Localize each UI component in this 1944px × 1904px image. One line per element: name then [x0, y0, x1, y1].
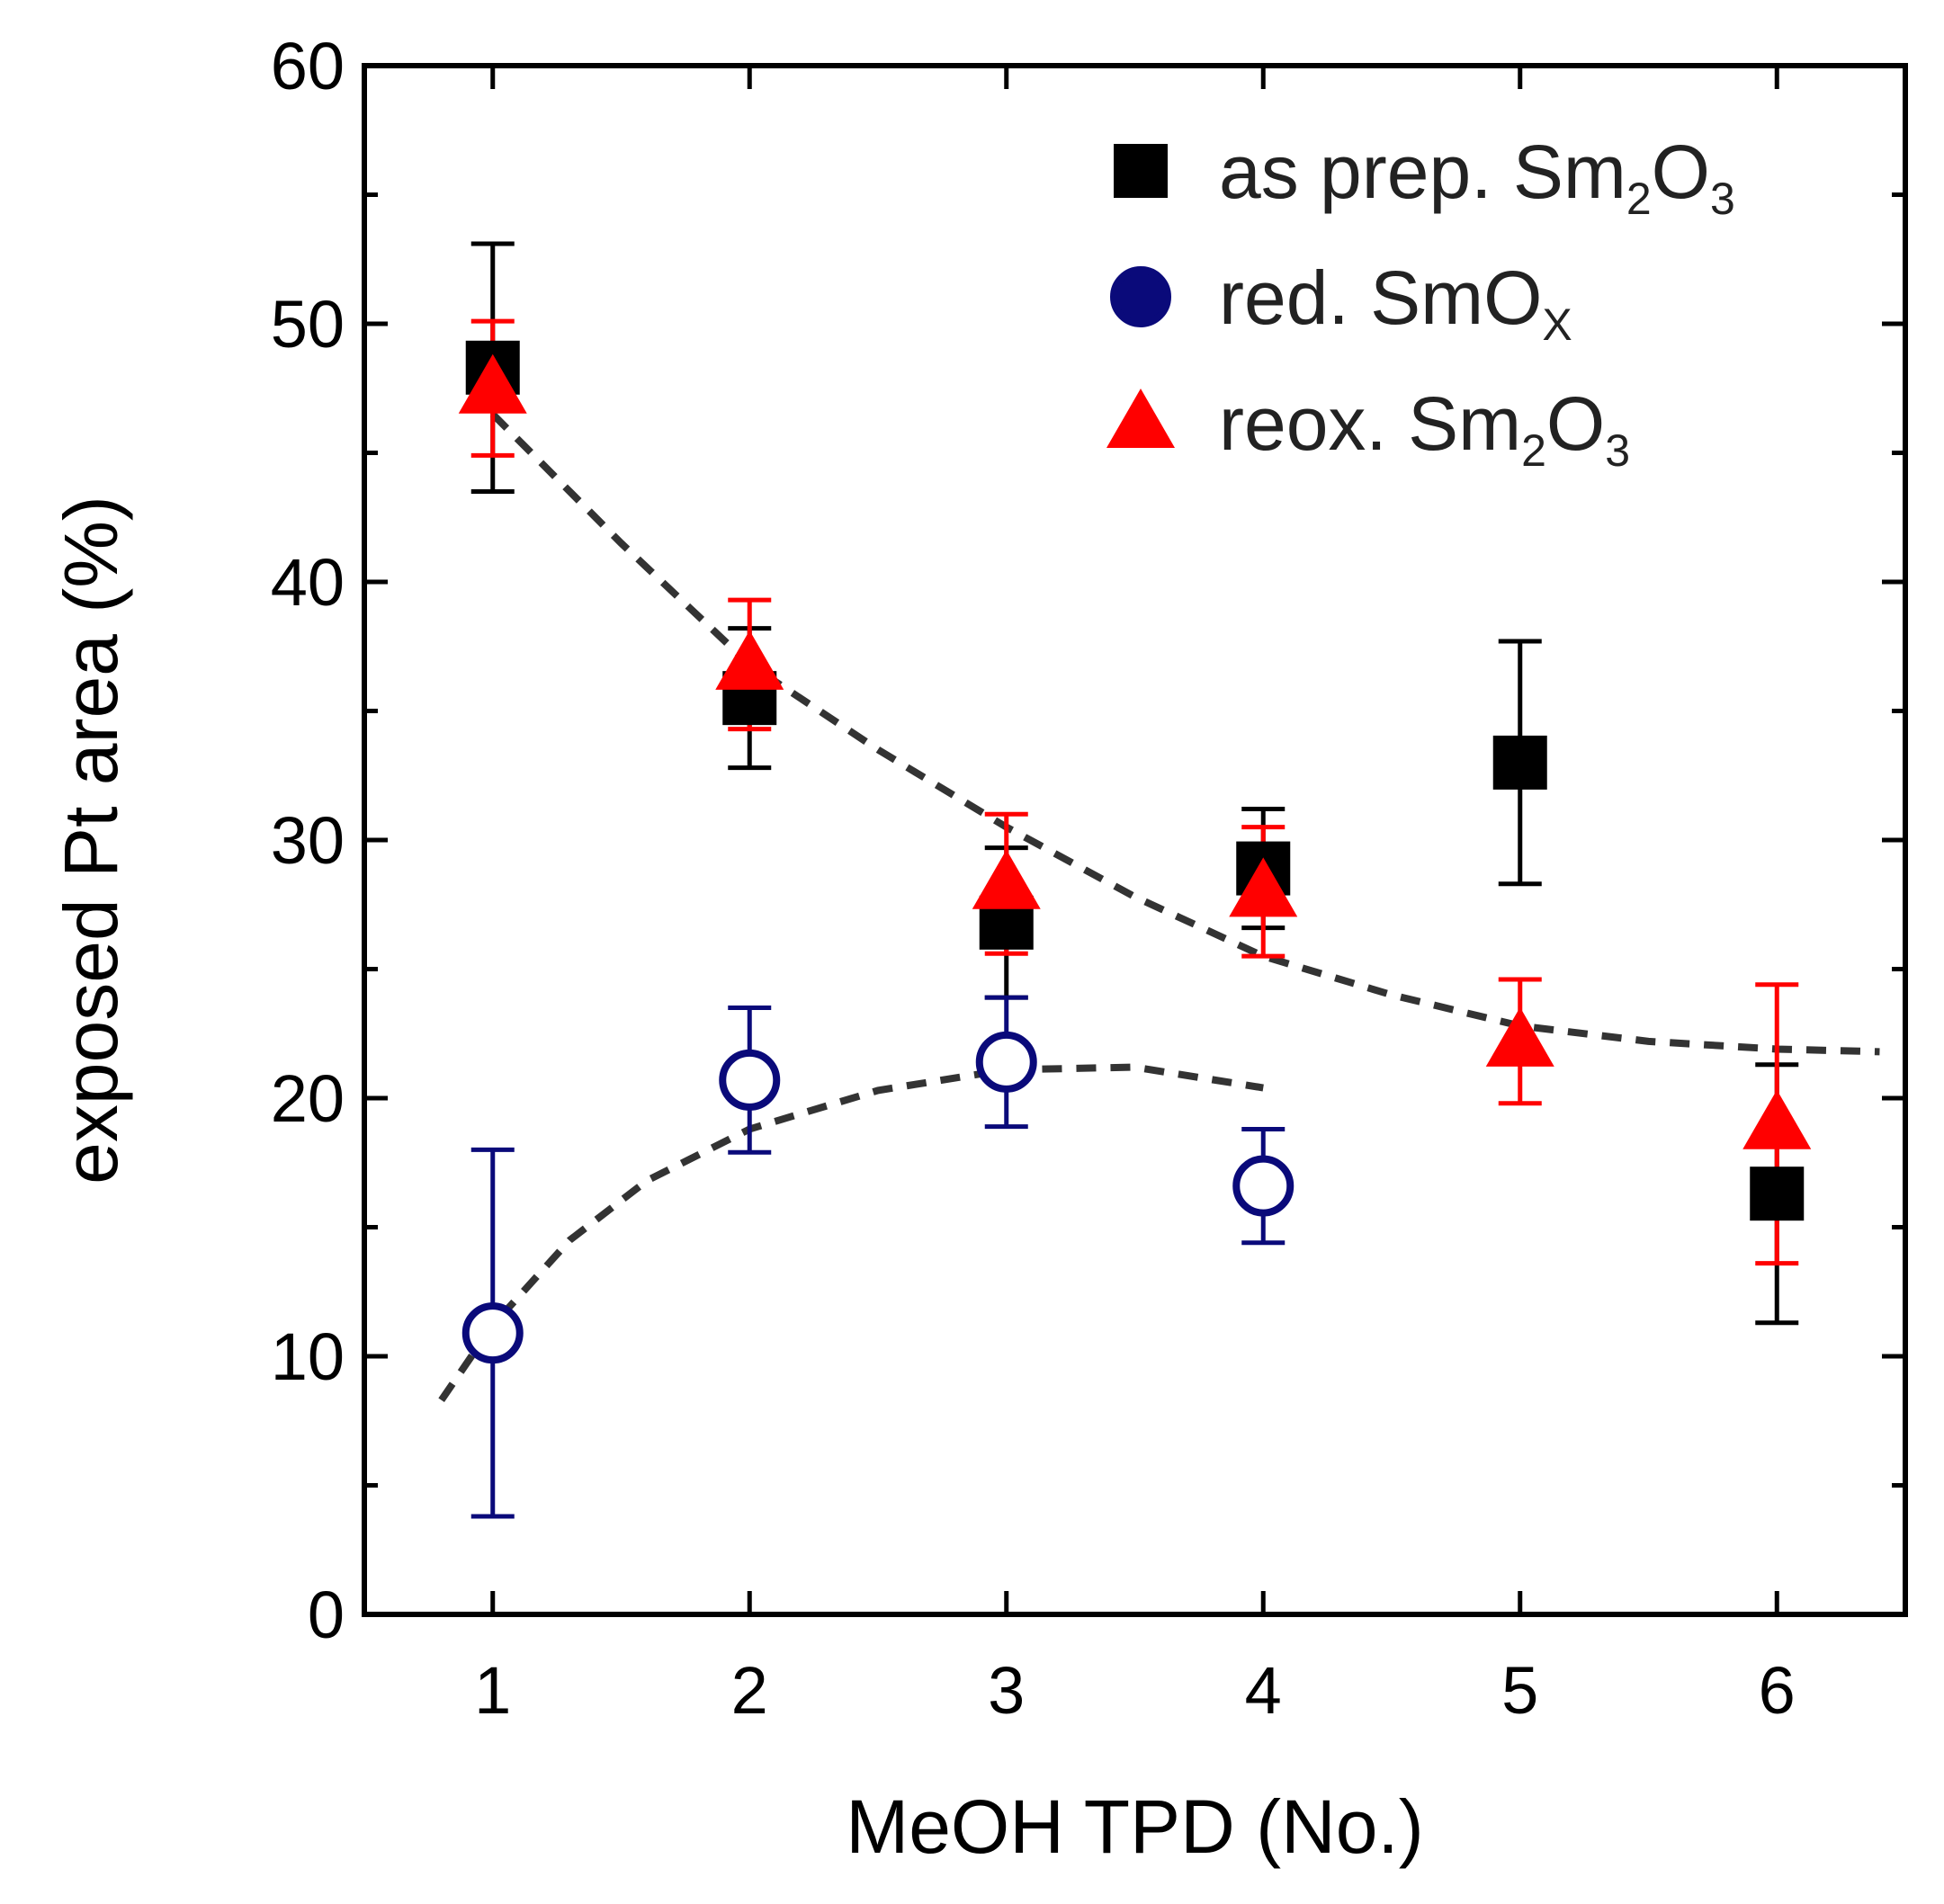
y-tick-label: 40: [271, 545, 345, 620]
legend-text-part: reox. Sm: [1219, 381, 1521, 466]
legend-marker-reox: [1106, 389, 1175, 448]
y-axis-title: exposed Pt area (%): [49, 496, 133, 1184]
legend-text-part: 2: [1626, 174, 1652, 224]
legend-text-part: 2: [1521, 425, 1546, 476]
marker-reox: [458, 353, 527, 414]
legend-text-part: 3: [1710, 174, 1735, 224]
axis-ticks: [364, 63, 1905, 1617]
legend-text-part: X: [1542, 299, 1572, 350]
marker-reox: [715, 630, 784, 690]
legend-text-part: 3: [1605, 425, 1630, 476]
marker-reox: [972, 849, 1041, 909]
x-tick-label: 5: [1501, 1653, 1538, 1728]
legend-label-reox: reox. Sm2O3: [1219, 381, 1630, 476]
legend-text-part: as prep. Sm: [1219, 130, 1626, 214]
x-tick-label: 3: [988, 1653, 1025, 1728]
legend-label-as_prep: as prep. Sm2O3: [1219, 130, 1735, 224]
x-axis-title: MeOH TPD (No.): [846, 1784, 1424, 1869]
marker-as_prep: [1750, 1167, 1805, 1221]
y-tick-label: 60: [271, 29, 345, 103]
legend-text-part: red. SmO: [1219, 255, 1542, 340]
x-tick-label: 1: [474, 1653, 511, 1728]
data-markers: [458, 340, 1812, 1364]
marker-red: [975, 1031, 1037, 1093]
x-tick-label: 4: [1245, 1653, 1282, 1728]
marker-reox: [1485, 1006, 1554, 1067]
y-tick-label: 50: [271, 287, 345, 362]
x-tick-label: 6: [1759, 1653, 1796, 1728]
legend-text-part: O: [1546, 381, 1605, 466]
marker-red: [461, 1302, 524, 1364]
y-tick-label: 10: [271, 1319, 345, 1394]
marker-reox: [1742, 1089, 1812, 1149]
legend-marker-red: [1110, 266, 1171, 327]
legend-text-part: O: [1652, 130, 1710, 214]
fit-line-fit_upper: [489, 411, 1880, 1056]
marker-as_prep: [1492, 735, 1547, 790]
y-tick-label: 30: [271, 803, 345, 878]
marker-reox: [1229, 857, 1298, 917]
tick-labels: 0 10 20 30 40 50 60 1 2 3 4 5 6: [271, 29, 1796, 1728]
y-tick-label: 0: [308, 1578, 345, 1652]
x-tick-label: 2: [731, 1653, 768, 1728]
y-tick-label: 20: [271, 1061, 345, 1136]
fit-lines: [438, 411, 1880, 1403]
marker-red: [719, 1049, 781, 1111]
legend-label-red: red. SmOX: [1219, 255, 1572, 350]
fit-line-fit_lower: [438, 1063, 1264, 1403]
marker-red: [1232, 1155, 1295, 1217]
legend-marker-as_prep: [1114, 144, 1168, 198]
